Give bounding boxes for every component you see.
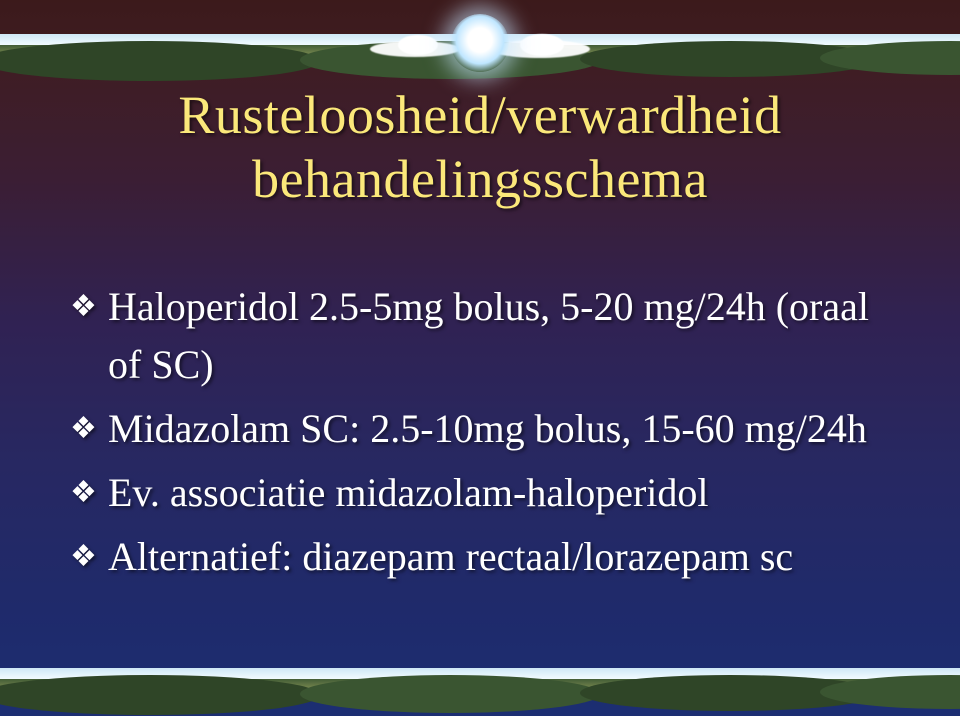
- diamond-bullet-icon: ❖: [70, 464, 108, 521]
- bullet-text: Haloperidol 2.5-5mg bolus, 5-20 mg/24h (…: [108, 278, 900, 394]
- bullet-item: ❖ Midazolam SC: 2.5-10mg bolus, 15-60 mg…: [70, 400, 900, 458]
- bullet-item: ❖ Haloperidol 2.5-5mg bolus, 5-20 mg/24h…: [70, 278, 900, 394]
- bullet-item: ❖ Alternatief: diazepam rectaal/lorazepa…: [70, 528, 900, 586]
- cloud-icon: [520, 34, 564, 56]
- diamond-bullet-icon: ❖: [70, 278, 108, 335]
- border-hill: [300, 675, 600, 713]
- slide-title: Rusteloosheid/verwardheid behandelingssc…: [0, 84, 960, 211]
- title-line-2: behandelingsschema: [252, 149, 708, 209]
- diamond-bullet-icon: ❖: [70, 528, 108, 585]
- cloud-icon: [398, 35, 438, 55]
- border-hill: [0, 675, 320, 715]
- title-line-1: Rusteloosheid/verwardheid: [178, 85, 781, 145]
- slide-body: ❖ Haloperidol 2.5-5mg bolus, 5-20 mg/24h…: [70, 278, 900, 592]
- border-hill: [0, 41, 320, 81]
- diamond-bullet-icon: ❖: [70, 400, 108, 457]
- bullet-text: Midazolam SC: 2.5-10mg bolus, 15-60 mg/2…: [108, 400, 900, 458]
- decorative-bottom-border: [0, 668, 960, 692]
- bullet-text: Ev. associatie midazolam-haloperidol: [108, 464, 900, 522]
- bullet-text: Alternatief: diazepam rectaal/lorazepam …: [108, 528, 900, 586]
- sun-icon: [451, 14, 509, 72]
- bullet-item: ❖ Ev. associatie midazolam-haloperidol: [70, 464, 900, 522]
- slide: Rusteloosheid/verwardheid behandelingssc…: [0, 0, 960, 716]
